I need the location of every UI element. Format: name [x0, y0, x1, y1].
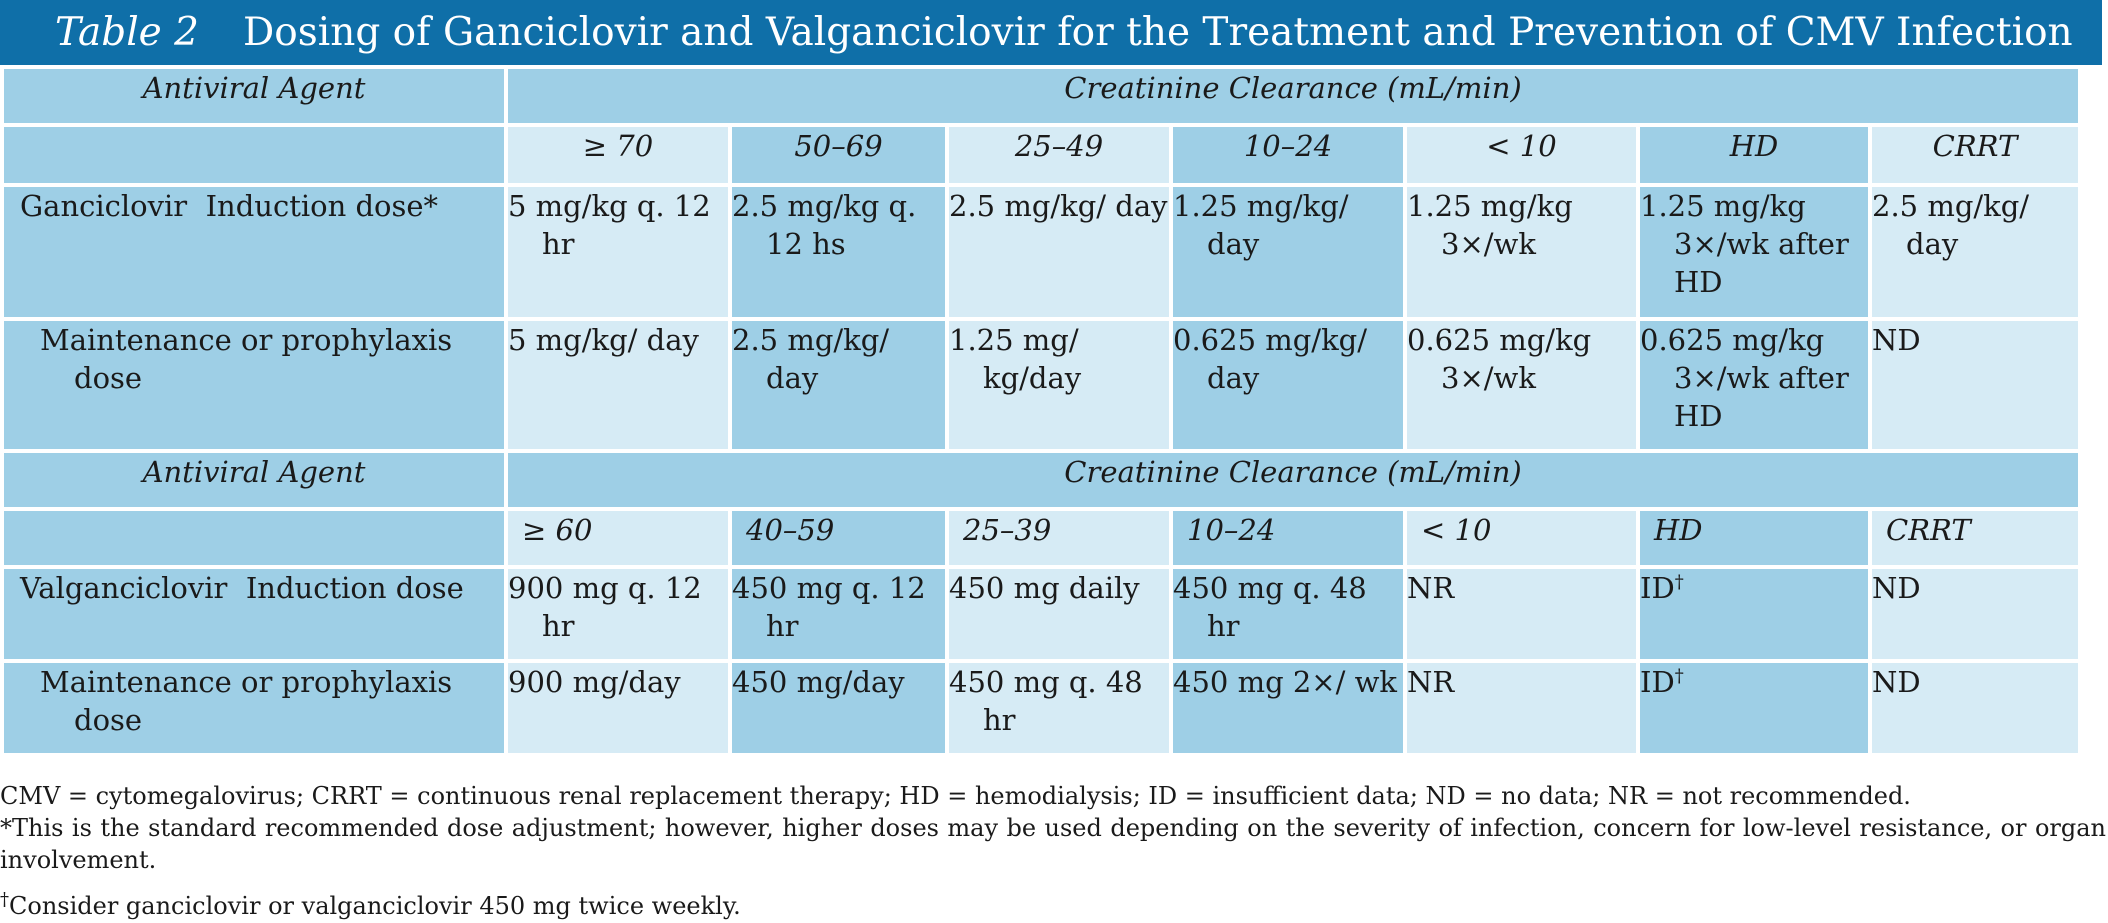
- section2-header-row: Antiviral Agent Creatinine Clearance (mL…: [4, 453, 2078, 507]
- row-label: Maintenance or prophylaxis dose: [4, 321, 504, 449]
- dagger-mark: †: [1674, 665, 1684, 687]
- column-header: < 10: [1407, 127, 1636, 183]
- dose-cell: 2.5 mg/kg/ day: [949, 187, 1169, 317]
- section1-column-header-row: ≥ 70 50–69 25–49 10–24 < 10 HD CRRT: [4, 127, 2078, 183]
- dose-cell: ID†: [1640, 569, 1868, 659]
- column-header: 10–24: [1173, 511, 1403, 565]
- table-footnotes: CMV = cytomegalovirus; CRRT = continuous…: [0, 780, 2106, 922]
- dose-cell: 900 mg q. 12 hr: [508, 569, 728, 659]
- table-row: Valganciclovir Induction dose 900 mg q. …: [4, 569, 2078, 659]
- dose-cell: 900 mg/day: [508, 663, 728, 753]
- dose-cell: 1.25 mg/ kg/day: [949, 321, 1169, 449]
- dose-cell: 2.5 mg/kg/ day: [1872, 187, 2078, 317]
- row-label: Valganciclovir Induction dose: [4, 569, 504, 659]
- dosing-table: Antiviral Agent Creatinine Clearance (mL…: [0, 65, 2082, 757]
- asterisk-note: *This is the standard recommended dose a…: [0, 814, 2106, 874]
- section1-header-row: Antiviral Agent Creatinine Clearance (mL…: [4, 69, 2078, 123]
- table-title: Dosing of Ganciclovir and Valganciclovir…: [242, 10, 2073, 55]
- column-header: HD: [1640, 511, 1868, 565]
- dose-cell: NR: [1407, 663, 1636, 753]
- column-header: 25–39: [949, 511, 1169, 565]
- dose-cell: 0.625 mg/kg 3×/wk after HD: [1640, 321, 1868, 449]
- dose-cell: 5 mg/kg q. 12 hr: [508, 187, 728, 317]
- dose-cell: 450 mg/day: [732, 663, 945, 753]
- abbreviations-note: CMV = cytomegalovirus; CRRT = continuous…: [0, 782, 1911, 810]
- column-header: 50–69: [732, 127, 945, 183]
- clearance-header: Creatinine Clearance (mL/min): [508, 453, 2078, 507]
- dose-cell: 450 mg q. 12 hr: [732, 569, 945, 659]
- dose-cell: 450 mg daily: [949, 569, 1169, 659]
- agent-header: Antiviral Agent: [4, 69, 504, 123]
- dose-cell: ID†: [1640, 663, 1868, 753]
- agent-header: Antiviral Agent: [4, 453, 504, 507]
- dose-cell: ND: [1872, 321, 2078, 449]
- dose-cell: 450 mg q. 48 hr: [1173, 569, 1403, 659]
- row-label: Ganciclovir Induction dose*: [4, 187, 504, 317]
- column-header: < 10: [1407, 511, 1636, 565]
- blank-header-cell: [4, 127, 504, 183]
- table-title-bar: Table 2 Dosing of Ganciclovir and Valgan…: [0, 0, 2102, 65]
- dose-cell: 2.5 mg/kg/ day: [732, 321, 945, 449]
- dagger-note: †Consider ganciclovir or valganciclovir …: [0, 889, 741, 921]
- section2-column-header-row: ≥ 60 40–59 25–39 10–24 < 10 HD CRRT: [4, 511, 2078, 565]
- column-header: CRRT: [1872, 127, 2078, 183]
- table-row: Maintenance or prophylaxis dose 900 mg/d…: [4, 663, 2078, 753]
- table-number: Table 2: [55, 10, 199, 55]
- dose-cell: NR: [1407, 569, 1636, 659]
- table-row: Maintenance or prophylaxis dose 5 mg/kg/…: [4, 321, 2078, 449]
- table-row: Ganciclovir Induction dose* 5 mg/kg q. 1…: [4, 187, 2078, 317]
- dose-cell: 1.25 mg/kg 3×/wk: [1407, 187, 1636, 317]
- column-header: ≥ 70: [508, 127, 728, 183]
- dose-cell: 0.625 mg/kg 3×/wk: [1407, 321, 1636, 449]
- dose-cell: 5 mg/kg/ day: [508, 321, 728, 449]
- dose-cell: 1.25 mg/kg/ day: [1173, 187, 1403, 317]
- dose-cell: ND: [1872, 569, 2078, 659]
- dagger-mark: †: [1674, 571, 1684, 593]
- clearance-header: Creatinine Clearance (mL/min): [508, 69, 2078, 123]
- column-header: 10–24: [1173, 127, 1403, 183]
- dose-cell: ND: [1872, 663, 2078, 753]
- dose-cell: 450 mg 2×/ wk: [1173, 663, 1403, 753]
- blank-header-cell: [4, 511, 504, 565]
- row-label: Maintenance or prophylaxis dose: [4, 663, 504, 753]
- column-header: 40–59: [732, 511, 945, 565]
- column-header: CRRT: [1872, 511, 2078, 565]
- dose-cell: 450 mg q. 48 hr: [949, 663, 1169, 753]
- dose-cell: 2.5 mg/kg q. 12 hs: [732, 187, 945, 317]
- column-header: HD: [1640, 127, 1868, 183]
- column-header: ≥ 60: [508, 511, 728, 565]
- dose-cell: 0.625 mg/kg/ day: [1173, 321, 1403, 449]
- column-header: 25–49: [949, 127, 1169, 183]
- dose-cell: 1.25 mg/kg 3×/wk after HD: [1640, 187, 1868, 317]
